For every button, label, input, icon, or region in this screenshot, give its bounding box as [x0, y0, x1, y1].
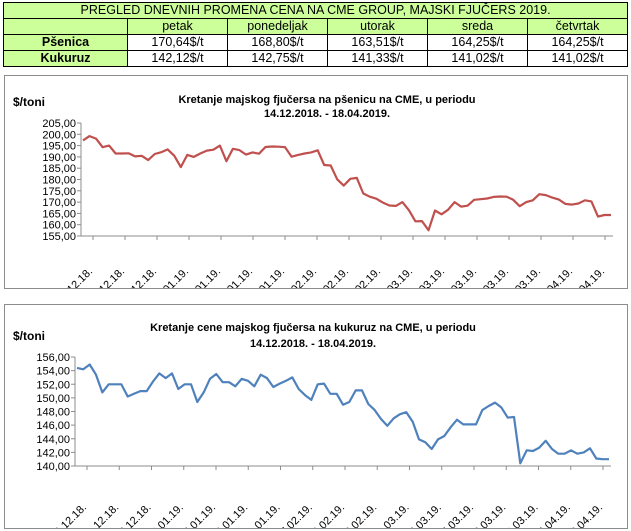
y-tick-label: 190,00 — [42, 152, 76, 164]
y-tick-label: 156,00 — [36, 352, 70, 364]
x-tick-label: 24.01.19. — [209, 502, 250, 528]
y-tick-label: 144,00 — [36, 434, 70, 446]
y-tick-label: 185,00 — [42, 163, 76, 175]
y-tick-label: 205,00 — [42, 118, 76, 130]
column-header-utorak: utorak — [327, 18, 428, 35]
x-tick-label: 21.12.18. — [80, 502, 121, 528]
y-tick-label: 175,00 — [42, 186, 76, 198]
column-header-petak: petak — [127, 18, 228, 35]
x-tick-label: 16.01.19. — [177, 502, 218, 528]
x-tick-label: 14.12.18. — [54, 266, 95, 288]
y-tick-label: 180,00 — [42, 175, 76, 187]
y-tick-label: 152,00 — [36, 379, 70, 391]
y-unit-label: $/toni — [13, 329, 45, 343]
table-corner-cell — [3, 18, 128, 35]
y-tick-label: 200,00 — [42, 129, 76, 141]
x-tick-label: 07.02.19. — [274, 502, 315, 528]
y-tick-label: 155,00 — [42, 231, 76, 243]
cell-value: 141,02$/t — [427, 50, 528, 67]
cell-value: 164,25$/t — [526, 34, 629, 51]
y-tick-label: 170,00 — [42, 197, 76, 209]
y-tick-label: 142,00 — [36, 447, 70, 459]
chart-title: Kretanje cene majskog fjučersa na kukuru… — [150, 322, 476, 334]
chart-title: Kretanje majskog fjučersa na pšenicu na … — [178, 94, 475, 106]
cell-value: 141,02$/t — [526, 50, 629, 67]
wheat-chart: $/toni Kretanje majskog fjučersa na pšen… — [13, 94, 613, 288]
y-tick-label: 148,00 — [36, 407, 70, 419]
y-unit-label: $/toni — [13, 95, 45, 109]
x-tick-label: 08.03.19. — [403, 502, 444, 528]
cell-value: 142,75$/t — [227, 50, 328, 67]
table-row-kukuruz: Kukuruz 142,12$/t 142,75$/t 141,33$/t 14… — [3, 50, 629, 67]
cell-value: 163,51$/t — [327, 34, 428, 51]
cell-value: 142,12$/t — [127, 50, 228, 67]
y-tick-label: 140,00 — [36, 461, 70, 473]
column-header-cetvrtak: četvrtak — [526, 18, 629, 35]
y-tick-label: 146,00 — [36, 420, 70, 432]
y-tick-label: 195,00 — [42, 141, 76, 153]
x-tick-label: 05.04.19. — [532, 502, 573, 528]
series-line — [76, 363, 609, 465]
x-tick-label: 31.01.19. — [242, 502, 283, 528]
y-tick-label: 160,00 — [42, 220, 76, 232]
x-tick-label: 29.03.19. — [500, 502, 541, 528]
series-line — [82, 134, 611, 232]
cell-value: 141,33$/t — [327, 50, 428, 67]
x-tick-label: 01.03.19. — [371, 502, 412, 528]
table-title: PREGLED DNEVNIH PROMENA CENA NA CME GROU… — [2, 2, 629, 19]
y-tick-label: 165,00 — [42, 208, 76, 220]
x-tick-label: 14.12.18. — [48, 502, 89, 528]
x-tick-label: 09.01.19. — [145, 502, 186, 528]
row-label-kukuruz: Kukuruz — [3, 50, 128, 67]
wheat-chart-panel: $/toni Kretanje majskog fjučersa na pšen… — [4, 75, 628, 289]
cell-value: 170,64$/t — [127, 34, 228, 51]
cell-value: 168,80$/t — [227, 34, 328, 51]
plot-area: 155,00160,00165,00170,00175,00180,00185,… — [42, 118, 613, 288]
x-tick-label: 22.02.19. — [338, 502, 379, 528]
cell-value: 164,25$/t — [427, 34, 528, 51]
price-summary-table: PREGLED DNEVNIH PROMENA CENA NA CME GROU… — [2, 2, 629, 67]
x-tick-label: 22.03.19. — [467, 502, 508, 528]
chart-subtitle: 14.12.2018. - 18.04.2019. — [264, 108, 390, 120]
corn-chart: $/toni Kretanje cene majskog fjučersa na… — [13, 322, 611, 528]
column-header-sreda: sreda — [427, 18, 528, 35]
corn-chart-panel: $/toni Kretanje cene majskog fjučersa na… — [4, 304, 628, 529]
x-tick-label: 12.04.19. — [564, 502, 605, 528]
y-tick-label: 154,00 — [36, 366, 70, 378]
y-tick-label: 150,00 — [36, 393, 70, 405]
x-tick-label: 15.03.19. — [435, 502, 476, 528]
chart-subtitle: 14.12.2018. - 18.04.2019. — [250, 338, 376, 350]
x-tick-label: 28.12.18. — [113, 502, 154, 528]
column-header-ponedeljak: ponedeljak — [227, 18, 328, 35]
table-row-psenica: Pšenica 170,64$/t 168,80$/t 163,51$/t 16… — [3, 34, 629, 51]
row-label-psenica: Pšenica — [3, 34, 128, 51]
x-tick-label: 14.02.19. — [306, 502, 347, 528]
